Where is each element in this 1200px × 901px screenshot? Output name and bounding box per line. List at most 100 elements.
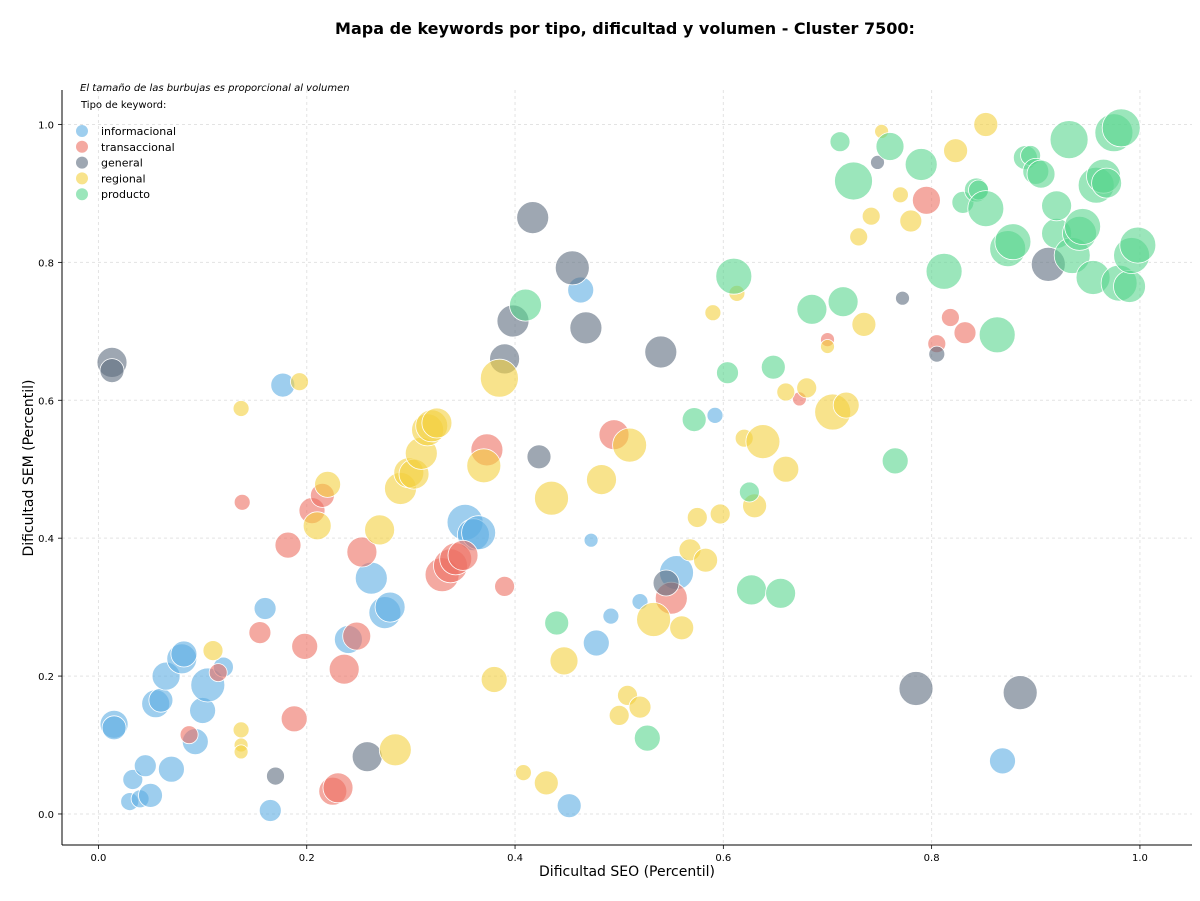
bubble-producto [739,481,760,503]
bubble-transaccional [912,185,941,215]
legend-marker-transaccional [76,140,88,153]
bubble-general [516,201,550,235]
bubble-producto [881,447,909,475]
bubble-producto [1113,270,1146,303]
bubble-informacional [602,607,620,625]
bubble-general [526,444,552,470]
bubble-transaccional [248,621,272,644]
bubble-producto [1026,159,1056,189]
bubble-general [870,154,885,170]
legend-marker-informacional [76,125,88,137]
bubble-transaccional [941,308,960,327]
legend-label-transaccional: transaccional [101,141,175,154]
bubble-informacional [170,640,198,668]
bubble-informacional [706,406,724,424]
bubble-regional [421,407,453,439]
bubble-general [99,358,125,384]
bubble-producto [736,574,767,606]
bubble-producto [796,293,828,325]
bubble-regional [586,464,617,496]
bubble-producto [827,286,859,318]
bubble-regional [849,227,869,247]
x-tick-label: 0.8 [924,853,940,864]
bubble-layer [96,108,1157,822]
bubble-regional [832,391,860,419]
chart-title: Mapa de keywords por tipo, dificultad y … [335,19,915,38]
bubble-regional [861,206,881,226]
bubble-producto [978,316,1016,354]
y-tick-label: 1.0 [38,120,54,131]
bubble-producto [760,354,786,380]
bubble-regional [636,602,671,637]
bubble-regional [796,377,818,399]
bubble-regional [608,705,630,726]
bubble-transaccional [953,321,977,345]
bubble-informacional [582,629,610,657]
legend-label-producto: producto [101,188,150,201]
bubble-size-note: El tamaño de las burbujas es proporciona… [80,83,350,94]
bubble-transaccional [447,540,479,571]
x-tick-label: 0.2 [299,853,315,864]
bubble-informacional [461,515,497,551]
bubble-transaccional [291,633,319,660]
bubble-regional [549,646,579,676]
axes [58,90,1192,849]
bubble-regional [378,733,412,767]
y-tick-label: 0.4 [38,534,54,545]
bubble-general [652,569,680,597]
x-tick-label: 0.6 [715,853,731,864]
bubble-regional [534,480,569,516]
bubble-producto [904,148,938,181]
bubble-producto [681,407,707,433]
bubble-producto [716,361,739,385]
legend-marker-regional [76,172,88,185]
bubble-regional [745,424,781,460]
bubble-regional [669,615,695,641]
bubble-informacional [258,799,282,822]
bubble-regional [772,455,800,483]
bubble-producto [715,257,753,295]
bubble-regional [686,507,708,528]
bubble-producto [1049,120,1089,160]
bubble-regional [232,721,250,739]
bubble-regional [202,640,224,661]
bubble-producto [994,223,1032,261]
bubble-informacional [138,783,163,808]
bubble-regional [515,764,532,781]
bubble-transaccional [494,576,516,597]
bubble-regional [533,770,559,796]
bubble-producto [1101,108,1141,148]
bubble-producto [509,288,542,322]
x-tick-label: 1.0 [1132,853,1148,864]
bubble-general [351,741,383,773]
bubble-informacional [157,755,185,783]
bubble-regional [612,427,647,463]
bubble-informacional [374,591,406,623]
bubble-producto [829,131,851,153]
bubble-informacional [989,747,1016,775]
bubble-producto [544,610,570,636]
legend-label-general: general [101,157,143,170]
bubble-regional [973,112,999,137]
bubble-general [898,671,934,706]
tick-labels: 0.0 0.2 0.4 0.6 0.8 1.0 0.0 0.2 0.4 0.6 0.8 1.0 [38,120,1148,864]
bubble-regional [233,744,249,760]
y-tick-label: 0.2 [38,672,54,683]
y-tick-label: 0.0 [38,810,54,821]
bubble-general [569,311,603,345]
bubble-regional [314,470,342,498]
y-axis-label: Dificultad SEM (Percentil) [21,380,37,557]
x-tick-label: 0.4 [507,853,523,864]
bubble-regional [704,304,722,322]
bubble-regional [479,358,519,398]
bubble-regional [899,209,923,233]
bubble-transaccional [208,663,228,682]
bubble-transaccional [274,531,302,559]
bubble-informacional [122,769,144,790]
bubble-transaccional [346,536,378,568]
legend-marker-producto [76,188,88,201]
bubble-producto [633,724,661,752]
bubble-general [928,345,946,363]
bubble-producto [1064,208,1101,245]
